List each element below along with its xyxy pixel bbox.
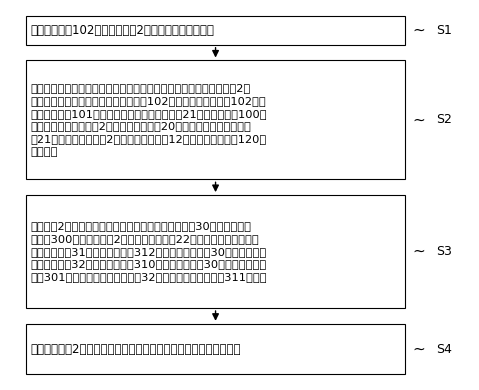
Text: 动调节丝杠（101）旋转，从而使螺纹移动座（21）在调节槽（100）: 动调节丝杠（101）旋转，从而使螺纹移动座（21）在调节槽（100） bbox=[30, 108, 267, 119]
Text: 根据空天飞机高温热强度试验中静载载荷的加载要求，调整作动器（2）: 根据空天飞机高温热强度试验中静载载荷的加载要求，调整作动器（2） bbox=[30, 83, 251, 93]
Text: 接头（300）与作动器（2）顶端的螺纹孔（22）螺纹连接，然后将石: 接头（300）与作动器（2）顶端的螺纹孔（22）螺纹连接，然后将石 bbox=[30, 234, 259, 244]
Text: 内摆动；: 内摆动； bbox=[30, 147, 57, 157]
Text: 英玻璃底板（31）通过卡位孔（312）卡接在加载杆（30）顶端，最后: 英玻璃底板（31）通过卡位孔（312）卡接在加载杆（30）顶端，最后 bbox=[30, 246, 266, 257]
Text: S3: S3 bbox=[436, 245, 452, 258]
Text: ∼: ∼ bbox=[413, 23, 425, 38]
Text: ∼: ∼ bbox=[413, 112, 425, 127]
Text: ∼: ∼ bbox=[413, 342, 425, 356]
Text: 开启作动器（2），进行空天飞机高温热强度试验中静载载荷的加载: 开启作动器（2），进行空天飞机高温热强度试验中静载载荷的加载 bbox=[30, 342, 240, 356]
Text: （21）移动，作动器（2）顶端在限位盘（12）上的条形通槽（120）: （21）移动，作动器（2）顶端在限位盘（12）上的条形通槽（120） bbox=[30, 134, 266, 144]
Bar bbox=[26, 195, 405, 308]
Text: 将连接螺杆（32）插入贯穿孔（310）后与加载杆（30）上的内螺纹沉: 将连接螺杆（32）插入贯穿孔（310）后与加载杆（30）上的内螺纹沉 bbox=[30, 259, 266, 269]
Text: S1: S1 bbox=[436, 24, 452, 37]
Text: 的载荷加载角度，然后开启微型电机（102），利用微型电机（102）带: 的载荷加载角度，然后开启微型电机（102），利用微型电机（102）带 bbox=[30, 96, 266, 106]
Text: 作动器（2）的载荷加载角度调整完毕后，将加载杆（30）利用外螺纹: 作动器（2）的载荷加载角度调整完毕后，将加载杆（30）利用外螺纹 bbox=[30, 221, 251, 231]
Text: ∼: ∼ bbox=[413, 244, 425, 259]
Text: 内移动，此时作动器（2）底端在补偿套（20）的作用下随螺纹移动座: 内移动，此时作动器（2）底端在补偿套（20）的作用下随螺纹移动座 bbox=[30, 121, 251, 131]
Text: 将微型电机（102）和作动器（2）分别与外部电源连接: 将微型电机（102）和作动器（2）分别与外部电源连接 bbox=[30, 24, 214, 37]
Bar bbox=[26, 60, 405, 179]
Text: S2: S2 bbox=[436, 113, 452, 126]
Text: S4: S4 bbox=[436, 342, 452, 356]
Bar bbox=[26, 16, 405, 45]
Text: 孔（301）连接，并使连接螺杆（32）顶端位于隐藏沉孔（311）内部: 孔（301）连接，并使连接螺杆（32）顶端位于隐藏沉孔（311）内部 bbox=[30, 272, 267, 282]
Bar bbox=[26, 324, 405, 374]
